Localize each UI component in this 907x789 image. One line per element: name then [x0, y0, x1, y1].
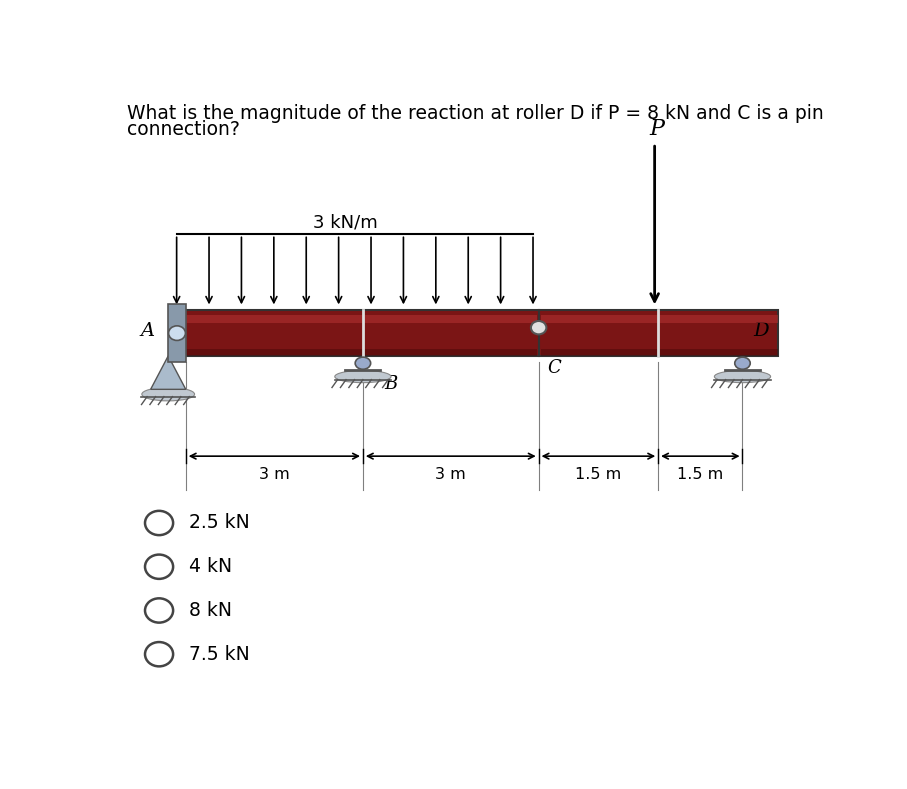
Ellipse shape — [141, 387, 195, 401]
Circle shape — [145, 642, 173, 667]
Text: 4 kN: 4 kN — [189, 557, 231, 576]
Ellipse shape — [715, 371, 771, 383]
Text: 2.5 kN: 2.5 kN — [189, 514, 249, 533]
Circle shape — [169, 326, 185, 340]
Text: 1.5 m: 1.5 m — [575, 467, 621, 482]
Circle shape — [145, 598, 173, 623]
Bar — [541, 349, 777, 356]
Circle shape — [531, 321, 546, 335]
Text: 3 kN/m: 3 kN/m — [313, 213, 377, 231]
Ellipse shape — [356, 357, 371, 369]
Text: 3 m: 3 m — [259, 467, 289, 482]
Text: D: D — [753, 322, 768, 340]
Polygon shape — [151, 356, 186, 389]
Text: 1.5 m: 1.5 m — [678, 467, 724, 482]
Text: What is the magnitude of the reaction at roller D if P = 8 kN and C is a pin: What is the magnitude of the reaction at… — [127, 104, 824, 123]
Text: 7.5 kN: 7.5 kN — [189, 645, 249, 664]
Bar — [173, 349, 537, 356]
Ellipse shape — [735, 357, 750, 369]
Ellipse shape — [335, 371, 391, 383]
Circle shape — [145, 510, 173, 535]
Circle shape — [145, 555, 173, 579]
Text: 8 kN: 8 kN — [189, 601, 231, 620]
Text: A: A — [140, 322, 154, 340]
Text: connection?: connection? — [127, 120, 240, 139]
Bar — [173, 315, 537, 323]
Text: B: B — [384, 376, 397, 394]
Bar — [173, 310, 539, 356]
Text: P: P — [649, 118, 664, 140]
Bar — [539, 310, 777, 356]
Text: 3 m: 3 m — [435, 467, 466, 482]
Text: C: C — [547, 359, 561, 377]
Bar — [168, 305, 186, 362]
Bar — [541, 315, 777, 323]
